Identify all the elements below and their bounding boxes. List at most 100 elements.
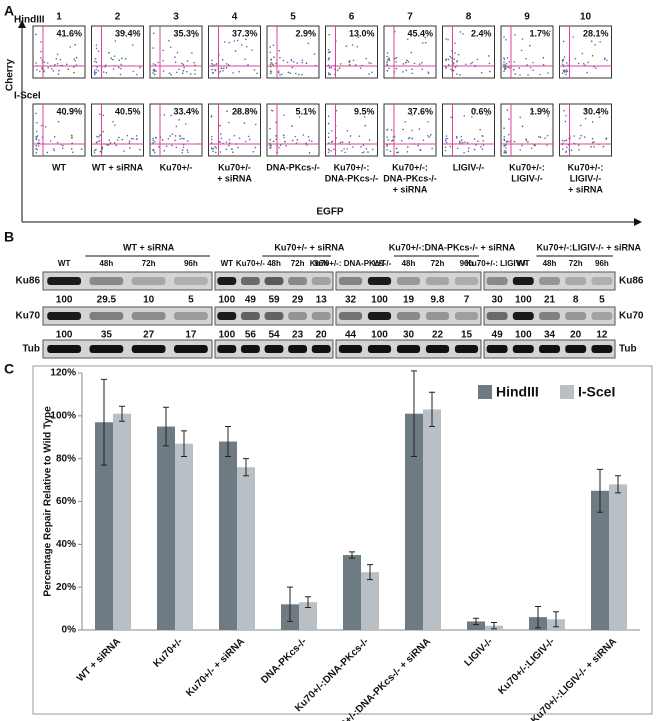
dot [93, 60, 96, 63]
dot [117, 66, 120, 69]
dot [71, 112, 73, 114]
dot [457, 53, 460, 56]
percent-label: 28.1% [583, 28, 609, 38]
dot [449, 145, 452, 148]
dot [489, 70, 491, 73]
dot [279, 74, 281, 76]
band [539, 345, 560, 353]
dot [97, 50, 100, 52]
dot [254, 123, 257, 126]
band-value: 9.8 [431, 295, 445, 306]
dot [71, 137, 73, 139]
dot [152, 149, 154, 151]
dot [46, 62, 49, 64]
dot [387, 139, 389, 141]
band [264, 277, 284, 285]
dot [191, 52, 193, 54]
condition-label: LIGIV-/- [453, 162, 485, 172]
dot [292, 60, 295, 63]
dot [427, 71, 430, 73]
dot [348, 141, 351, 143]
band-value: 49 [245, 295, 257, 306]
band-value: 29 [292, 295, 304, 306]
dot [460, 135, 463, 138]
dot [296, 139, 299, 141]
band-value: 10 [143, 295, 155, 306]
dot [389, 150, 392, 152]
percent-label: 37.3% [232, 28, 258, 38]
dot [417, 144, 419, 147]
band-value: 54 [268, 330, 280, 341]
dot [291, 139, 294, 142]
dot [521, 38, 524, 40]
dot [505, 62, 508, 65]
dot [301, 73, 303, 76]
band-value: 29.5 [97, 295, 117, 306]
dot [271, 63, 274, 66]
percent-label: 2.4% [471, 28, 492, 38]
y-axis-label: Percentage Repair Relative to Wild Type [43, 406, 54, 597]
dot [95, 68, 98, 71]
dot [445, 38, 447, 40]
dot [406, 38, 409, 41]
dot [174, 135, 177, 137]
dot [513, 61, 516, 63]
dot [565, 68, 568, 71]
dot [233, 134, 236, 137]
dot [503, 70, 505, 73]
dot [444, 139, 447, 142]
blot [42, 339, 213, 359]
dot [590, 146, 592, 148]
dot [508, 67, 511, 69]
error-bar [101, 378, 107, 466]
band-value: 15 [461, 330, 473, 341]
axis-label: EGFP [316, 207, 344, 218]
column-number: 3 [173, 12, 179, 23]
dot [547, 115, 549, 117]
dot [464, 141, 466, 143]
dot [132, 138, 134, 140]
dot [215, 151, 217, 154]
band-value: 100 [218, 330, 235, 341]
blot-row-label: Ku86 [619, 276, 644, 287]
percent-label: 2.9% [295, 28, 316, 38]
dot [503, 145, 505, 147]
dot [71, 151, 74, 154]
dot [503, 150, 506, 152]
condition-label: DNA-PKcs-/- [266, 162, 320, 172]
dot [503, 58, 506, 61]
band [539, 277, 560, 285]
blot [42, 271, 213, 291]
dot [155, 70, 157, 72]
dot [109, 142, 112, 144]
band [539, 312, 560, 320]
band [454, 345, 479, 353]
y-tick-label: 0% [62, 625, 77, 636]
dot [178, 135, 181, 137]
bar [591, 490, 609, 630]
dot [269, 127, 271, 130]
dot [43, 61, 46, 63]
error-bar [597, 468, 603, 513]
flow-plot [500, 103, 554, 157]
dot [297, 73, 300, 76]
dot [294, 135, 296, 138]
dot [508, 118, 510, 120]
dot [186, 151, 189, 154]
column-number: 8 [466, 12, 472, 23]
dot [411, 68, 413, 70]
dot [525, 57, 527, 60]
dot [427, 121, 429, 123]
dot [93, 152, 96, 154]
dot [97, 140, 99, 143]
dot [479, 128, 481, 131]
dot [360, 145, 362, 148]
dot [327, 51, 330, 54]
dot [474, 108, 477, 111]
dot [570, 149, 573, 152]
dot [36, 148, 38, 151]
dot [395, 147, 398, 150]
dot [308, 139, 311, 142]
dot [481, 148, 484, 150]
dot [445, 66, 447, 69]
